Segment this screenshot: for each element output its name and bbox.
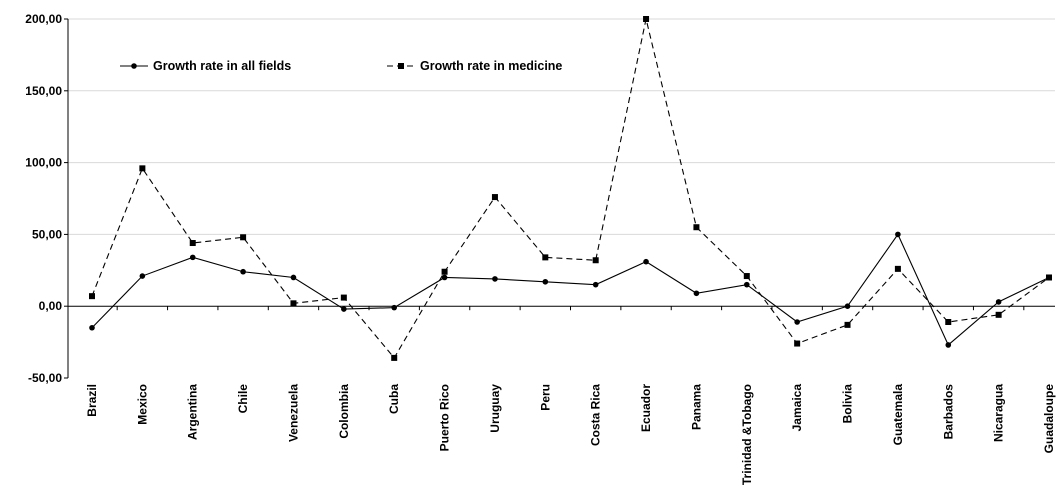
- data-point: [240, 234, 247, 241]
- data-point: [290, 300, 297, 307]
- data-point: [693, 290, 700, 297]
- data-point: [189, 240, 196, 247]
- data-point: [592, 257, 599, 264]
- data-point: [139, 165, 146, 172]
- data-point: [592, 281, 599, 288]
- data-point: [995, 299, 1002, 305]
- data-point: [844, 321, 851, 328]
- data-point: [391, 304, 398, 311]
- data-point: [794, 319, 800, 325]
- legend-label: Growth rate in medicine: [420, 59, 562, 73]
- series: [89, 16, 1052, 361]
- legend-item-growth-rate-in-medicine: Growth rate in medicine: [387, 59, 562, 73]
- data-point: [89, 293, 95, 300]
- x-tick-label-argentina: Argentina: [186, 384, 200, 440]
- x-tick-label-guadaloupe: Guadaloupe: [1042, 384, 1056, 454]
- data-point: [492, 276, 498, 282]
- y-tick-label: 150,00: [25, 84, 62, 98]
- data-point: [894, 265, 901, 272]
- x-tick-label-bolivia: Bolivia: [841, 384, 855, 424]
- x-tick-label-colombia: Colombia: [337, 384, 351, 439]
- series-line-growth-rate-in-all-fields: [91, 233, 1050, 346]
- x-tick-label-barbados: Barbados: [941, 384, 955, 440]
- data-point: [189, 254, 196, 261]
- data-point: [945, 342, 952, 348]
- data-point: [743, 281, 750, 288]
- grid-lines: [68, 18, 1055, 235]
- data-point: [441, 274, 448, 281]
- x-tick-label-guatemala: Guatemala: [891, 384, 905, 446]
- x-tick-label-trinidad-tobago: Trinidad &Tobago: [740, 384, 754, 485]
- y-tick-label: 50,00: [32, 227, 62, 241]
- data-point: [491, 194, 498, 201]
- data-point: [441, 268, 448, 275]
- x-axis-ticks: Brazil Mexico Argentina Chile Venezuela Colom…: [85, 306, 1056, 485]
- x-tick-label-venezuela: Venezuela: [286, 384, 300, 442]
- data-point: [290, 274, 297, 281]
- x-tick-label-mexico: Mexico: [135, 384, 149, 425]
- data-point: [341, 306, 347, 312]
- x-tick-label-jamaica: Jamaica: [790, 384, 804, 432]
- data-point: [643, 258, 649, 265]
- y-tick-label: 100,00: [25, 156, 62, 170]
- x-tick-label-panama: Panama: [689, 384, 703, 430]
- legend-item-growth-rate-in-all-fields: Growth rate in all fields: [120, 59, 291, 73]
- data-point: [693, 224, 700, 231]
- x-tick-label-chile: Chile: [236, 384, 250, 414]
- data-point: [995, 311, 1002, 318]
- legend: Growth rate in all fields Growth rate in …: [120, 59, 562, 73]
- data-point: [139, 273, 146, 279]
- x-tick-label-peru: Peru: [538, 384, 552, 411]
- y-tick-label: -50,00: [28, 371, 62, 385]
- x-tick-label-uruguay: Uruguay: [488, 384, 502, 433]
- data-point: [89, 324, 95, 331]
- x-tick-label-ecuador: Ecuador: [639, 384, 653, 432]
- legend-label: Growth rate in all fields: [153, 59, 291, 73]
- data-point: [844, 303, 851, 310]
- data-point: [1046, 274, 1052, 281]
- legend-marker: [131, 63, 137, 69]
- series-growth-rate-in-medicine: [89, 16, 1052, 361]
- data-point: [340, 294, 347, 301]
- data-point: [643, 16, 650, 22]
- x-tick-label-cuba: Cuba: [387, 384, 401, 414]
- y-tick-label: 200,00: [25, 12, 62, 26]
- data-point: [542, 254, 549, 261]
- y-tick-label: 0,00: [39, 299, 63, 313]
- series-line-growth-rate-in-medicine: [91, 18, 1050, 359]
- legend-marker: [398, 63, 404, 69]
- x-tick-label-nicaragua: Nicaragua: [992, 384, 1006, 442]
- data-point: [895, 231, 901, 238]
- data-point: [945, 318, 952, 325]
- data-point: [794, 340, 801, 347]
- axes: [67, 19, 1055, 378]
- y-axis-ticks: -50,00 0,00 50,00 100,00 150,00 200,00: [25, 12, 68, 385]
- x-tick-label-brazil: Brazil: [85, 384, 99, 417]
- data-point: [391, 354, 398, 361]
- data-point: [240, 268, 246, 275]
- x-tick-label-costa-rica: Costa Rica: [589, 384, 603, 446]
- series-growth-rate-in-all-fields: [89, 231, 1052, 348]
- x-tick-label-puerto-rico: Puerto Rico: [438, 384, 452, 451]
- data-point: [743, 273, 750, 280]
- data-point: [542, 278, 549, 285]
